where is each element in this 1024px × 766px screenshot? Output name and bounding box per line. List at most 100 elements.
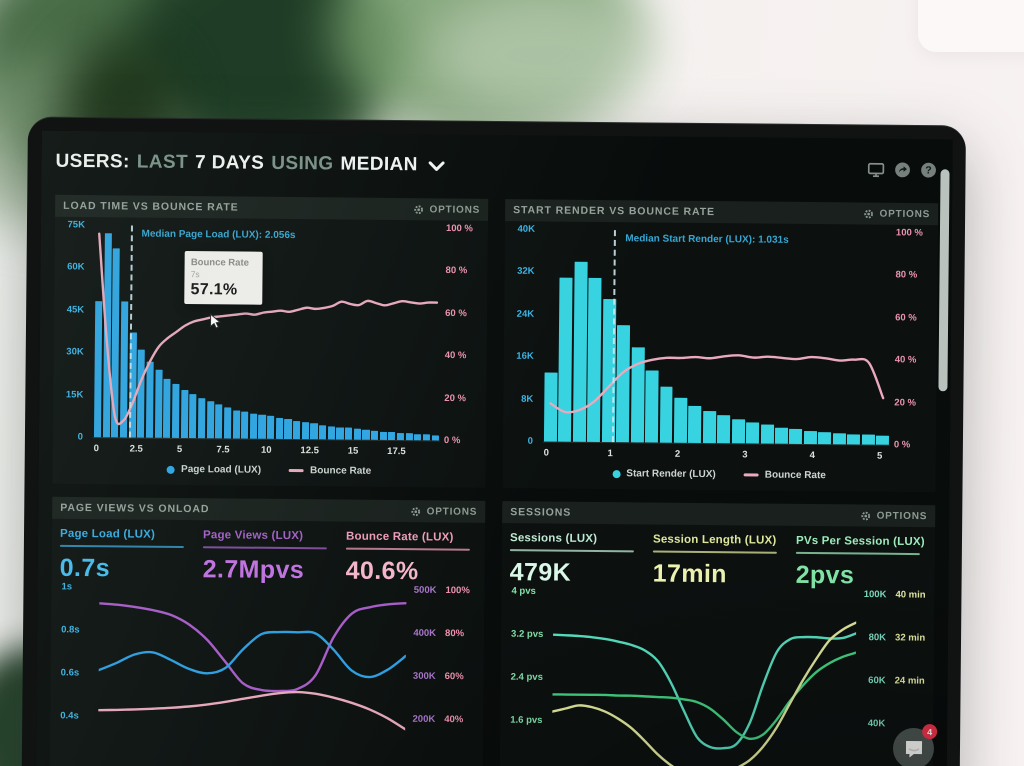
axis-tick-label: 1s: [61, 581, 73, 593]
metric-label: Page Views (LUX): [202, 529, 304, 543]
axis-tick-label: 80 %: [895, 269, 918, 281]
x-tick-label: 5: [176, 443, 183, 455]
axis-tick-label: 0.4s: [60, 710, 79, 722]
chat-bubble-icon: [905, 740, 922, 757]
axis-tick-label: 40 %: [444, 350, 467, 362]
share-icon[interactable]: [894, 162, 910, 178]
axis-tick-label: 0.6s: [60, 667, 80, 679]
metric-underline: [652, 550, 778, 554]
axis-tick-label: 1.6 pvs: [510, 714, 543, 727]
metrics-row: Page Load (LUX) 0.7s Page Views (LUX) 2.…: [52, 519, 486, 585]
header-segment: USERS:: [55, 150, 130, 173]
axis-tick-label: 15K: [65, 388, 84, 401]
plot-area: Median Page Load (LUX): 2.056s Bounce Ra…: [92, 225, 442, 442]
axis-tick-label: 40%: [444, 714, 464, 726]
series-line: [99, 600, 407, 692]
options-label: OPTIONS: [426, 505, 478, 518]
metric-value: 0.7s: [59, 553, 111, 583]
metric-session-length: Session Length (LUX) 17min: [653, 534, 785, 590]
metric-underline: [345, 547, 471, 551]
legend-dot-icon: [167, 465, 176, 474]
notification-badge: 4: [922, 724, 938, 740]
gear-icon: [411, 506, 421, 516]
x-tick-label: 2.5: [129, 443, 143, 455]
axis-tick-label: 20 %: [444, 392, 467, 404]
x-tick-label: 15: [347, 445, 359, 457]
series-line: [552, 650, 856, 740]
axis-tick-label: 60 %: [445, 307, 467, 320]
median-label: Median Start Render (LUX): 1.031s: [625, 233, 789, 246]
panel-load-time: LOAD TIME VS BOUNCE RATE OPTIONS 75K 60K 4…: [52, 194, 489, 488]
x-tick-label: 10: [260, 444, 272, 456]
metrics-row: Sessions (LUX) 479K Session Length (LUX)…: [502, 523, 936, 589]
gear-icon: [414, 204, 424, 214]
panel-header: LOAD TIME VS BOUNCE RATE OPTIONS: [55, 194, 489, 221]
metric-label: Page Load (LUX): [59, 527, 156, 541]
scrollbar-thumb[interactable]: [938, 169, 950, 392]
panel-title: PAGE VIEWS VS ONLOAD: [60, 501, 210, 516]
axis-tick-label: 0.8s: [61, 624, 80, 636]
options-button[interactable]: OPTIONS: [861, 510, 927, 522]
header-segment: USING: [271, 152, 334, 175]
legend-item: Bounce Rate: [743, 469, 826, 481]
header-segment: 7 DAYS: [194, 152, 265, 174]
legend-item: Page Load (LUX): [167, 464, 261, 476]
users-range-dropdown[interactable]: USERS: LAST 7 DAYS USING MEDIAN: [55, 150, 445, 175]
chevron-down-icon: [428, 160, 445, 171]
x-tick-label: 17.5: [387, 445, 406, 458]
axis-tick-label: 100%: [445, 585, 470, 597]
x-tick-label: 0: [543, 447, 549, 459]
options-button[interactable]: OPTIONS: [413, 203, 481, 216]
legend: Start Render (LUX) Bounce Rate: [503, 467, 936, 482]
metric-page-views: Page Views (LUX) 2.7Mpvs: [203, 529, 335, 585]
axis-tick-row: 60K 24 min: [858, 675, 925, 687]
series-line: [552, 630, 856, 749]
metric-pvs-per-session: PVs Per Session (LUX) 2pvs: [796, 535, 928, 591]
bounce-rate-line: [97, 234, 437, 427]
metric-underline: [202, 546, 328, 550]
axis-tick-row: 40K: [857, 718, 894, 729]
metric-bounce-rate: Bounce Rate (LUX) 40.6%: [346, 531, 478, 587]
help-icon[interactable]: ?: [920, 162, 936, 178]
plot-area: [552, 590, 857, 766]
x-tick-label: 0: [93, 443, 100, 455]
metric-label: Session Length (LUX): [652, 533, 777, 547]
axis-tick-row: 100K 40 min: [858, 589, 926, 601]
axis-tick-label: 30K: [66, 346, 84, 358]
legend-line-icon: [289, 469, 305, 473]
y-axis-right: 100 % 80 % 60 % 40 % 20 % 0 %: [442, 223, 484, 446]
axis-tick-label: 300K: [412, 670, 436, 683]
axis-tick-label: 80 %: [445, 265, 468, 277]
panel-title: START RENDER VS BOUNCE RATE: [513, 204, 716, 219]
display-icon[interactable]: [867, 162, 885, 177]
axis-tick-label: 60K: [868, 675, 886, 687]
chat-button[interactable]: 4: [892, 724, 938, 766]
axis-tick-label: 32 min: [895, 632, 926, 644]
metric-sessions: Sessions (LUX) 479K: [510, 532, 642, 588]
plot-area: Median Start Render (LUX): 1.031s: [542, 229, 892, 446]
axis-tick-label: 400K: [413, 627, 437, 640]
mouse-cursor-icon: [209, 313, 221, 329]
metric-underline: [509, 549, 635, 553]
axis-tick-label: 60K: [67, 261, 85, 273]
axis-tick-label: 3.2 pvs: [511, 628, 544, 641]
gear-icon: [864, 209, 874, 218]
axis-tick-label: 40 min: [895, 589, 926, 601]
options-button[interactable]: OPTIONS: [411, 505, 478, 518]
options-button[interactable]: OPTIONS: [863, 208, 930, 220]
y-axis-left: 4 pvs 3.2 pvs 2.4 pvs 1.6 pvs: [510, 586, 552, 766]
background-card-corner: [918, 0, 1024, 52]
axis-tick-label: 60 %: [895, 312, 917, 324]
tooltip-value: 57.1%: [190, 281, 238, 299]
axis-tick-label: 0 %: [443, 435, 461, 447]
legend-line-icon: [743, 473, 759, 477]
y-axis-right: 100 % 80 % 60 % 40 % 20 % 0 %: [892, 227, 934, 450]
x-tick-label: 3: [742, 449, 748, 461]
options-label: OPTIONS: [429, 203, 481, 216]
axis-tick-label: 80%: [445, 628, 465, 640]
axis-tick-label: 24K: [516, 308, 535, 320]
axis-tick-label: 60%: [444, 671, 464, 683]
plot-area: [98, 585, 407, 766]
legend-dot-icon: [612, 469, 621, 478]
